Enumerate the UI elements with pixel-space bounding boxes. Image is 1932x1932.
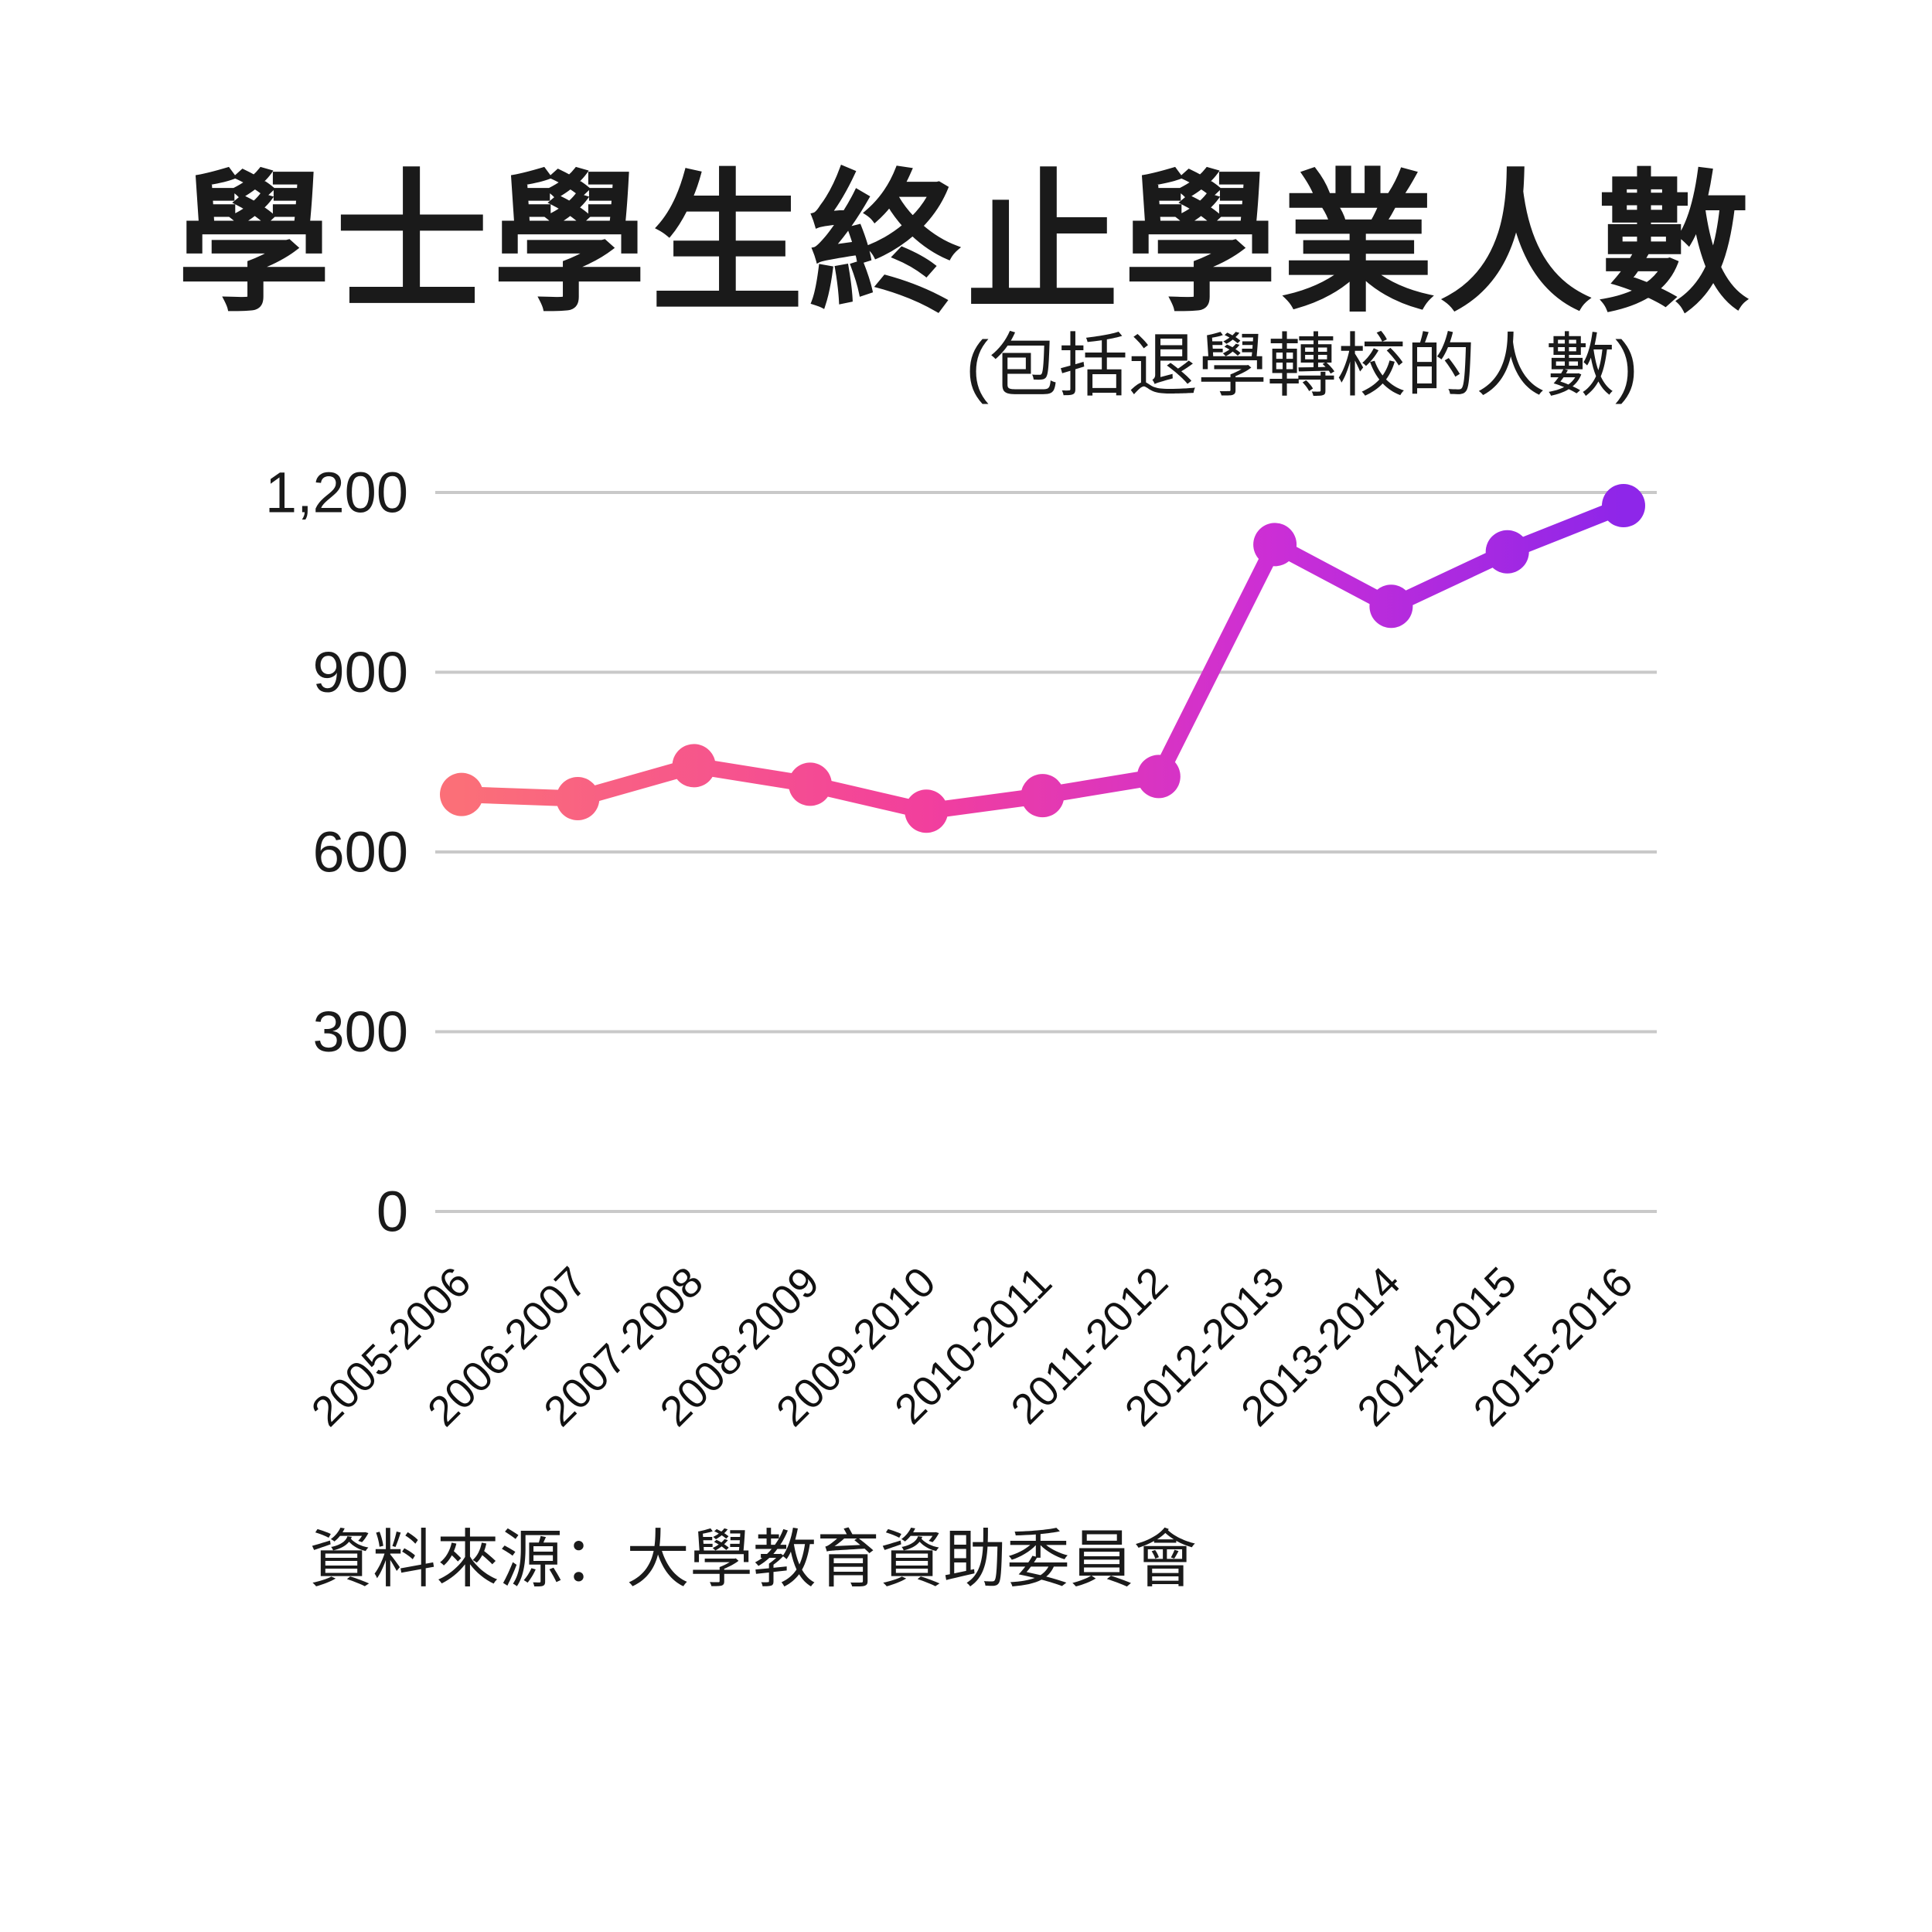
data-point	[556, 777, 600, 821]
data-point	[1369, 584, 1413, 629]
data-point	[672, 744, 716, 788]
data-point	[1485, 530, 1529, 574]
data-point	[1253, 523, 1297, 567]
data-point	[905, 789, 949, 833]
data-point	[1021, 774, 1065, 818]
data-point	[1136, 755, 1181, 799]
y-axis-tick-label: 600	[313, 820, 408, 884]
chart-title: 學士學生終止學業人數	[177, 158, 1755, 329]
data-point	[1602, 484, 1645, 528]
y-axis-tick-label: 300	[313, 1000, 408, 1064]
y-axis-tick-label: 0	[377, 1180, 408, 1244]
chart-subtitle: (包括退學轉校的人數)	[966, 328, 1638, 405]
data-point	[788, 762, 832, 806]
data-point	[440, 772, 483, 816]
source-note: 資料來源：大學教育資助委員會	[309, 1525, 1198, 1595]
y-axis-tick-label: 900	[313, 640, 408, 704]
trend-line	[453, 497, 1632, 819]
y-axis-tick-label: 1,200	[265, 461, 408, 525]
